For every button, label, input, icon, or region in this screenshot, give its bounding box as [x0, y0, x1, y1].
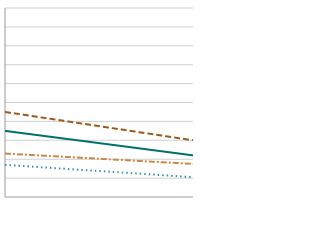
series-line	[4, 152, 194, 165]
series-line	[4, 163, 194, 179]
series-line	[4, 110, 194, 142]
series-line	[4, 129, 194, 157]
chart	[4, 7, 194, 198]
